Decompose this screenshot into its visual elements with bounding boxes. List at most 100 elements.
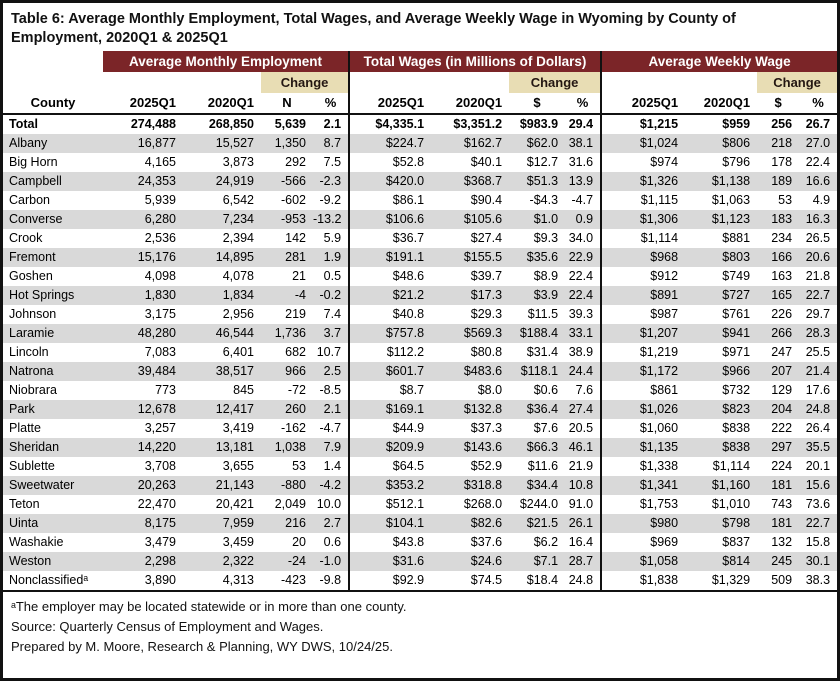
value-cell: $1,215 bbox=[600, 114, 686, 135]
value-cell: $3,351.2 bbox=[453, 117, 503, 132]
value-cell: 21,143 bbox=[183, 476, 261, 496]
value-cell: $353.2 bbox=[348, 476, 432, 496]
value-cell: 29.4 bbox=[568, 117, 594, 132]
value-cell: -72 bbox=[287, 383, 306, 398]
value-cell: 181 bbox=[757, 514, 800, 534]
value-cell: $1,060 bbox=[600, 419, 686, 439]
value-cell: $1,338 bbox=[600, 457, 686, 477]
value-cell: 0.5 bbox=[323, 269, 342, 284]
value-cell: 163 bbox=[771, 269, 793, 284]
value-cell: 0.9 bbox=[565, 210, 602, 230]
value-cell: $941 bbox=[685, 324, 758, 344]
value-cell: 1,830 bbox=[103, 286, 183, 306]
value-cell: $1,219 bbox=[600, 343, 686, 363]
change-label-total-wages: Change bbox=[509, 72, 602, 94]
value-cell: 1,834 bbox=[183, 286, 261, 306]
value-cell: 5,939 bbox=[144, 193, 176, 208]
value-cell: 13.9 bbox=[565, 172, 602, 192]
value-cell: $974 bbox=[600, 153, 686, 173]
county-row: Carbon 5,939 6,542 -602 -9.2 $86.1 $90.4 -$4.3-… bbox=[3, 191, 837, 211]
value-cell: 26.1 bbox=[565, 514, 602, 534]
value-cell: 773 bbox=[155, 383, 176, 398]
value-cell: $132.8 bbox=[431, 400, 510, 420]
value-cell: 16.6 bbox=[799, 172, 837, 192]
value-cell: 29.7 bbox=[805, 307, 831, 322]
value-cell: $43.8 bbox=[348, 533, 432, 553]
value-cell: 183 bbox=[757, 210, 800, 230]
value-cell: 7,083 bbox=[144, 345, 176, 360]
value-cell: 7.4 bbox=[323, 307, 342, 322]
value-cell: 14,895 bbox=[183, 248, 261, 268]
value-cell: 27.0 bbox=[799, 134, 837, 154]
value-cell: $727 bbox=[685, 286, 758, 306]
value-cell: 743 bbox=[771, 497, 793, 512]
value-cell: $143.6 bbox=[431, 438, 510, 458]
county-cell: Lincoln bbox=[9, 345, 49, 360]
value-cell: $1,123 bbox=[685, 210, 758, 230]
change-label-weekly-wage: Change bbox=[757, 72, 837, 94]
change-header-row: Change Change Change bbox=[3, 72, 837, 94]
value-cell: 142 bbox=[285, 231, 306, 246]
county-cell: Albany bbox=[3, 134, 103, 154]
value-cell: $1,010 bbox=[711, 497, 751, 512]
value-cell: 22.4 bbox=[805, 155, 831, 170]
value-cell: $112.2 bbox=[348, 343, 432, 363]
value-cell: $601.7 bbox=[348, 362, 432, 382]
value-cell: $17.3 bbox=[431, 286, 510, 306]
value-cell: $1,114 bbox=[600, 229, 686, 249]
column-header: $ bbox=[509, 93, 566, 116]
value-cell: $732 bbox=[722, 383, 751, 398]
value-cell: $1,024 bbox=[600, 134, 686, 154]
county-cell: Hot Springs bbox=[3, 286, 103, 306]
value-cell: $1,063 bbox=[711, 193, 751, 208]
value-cell: 4,078 bbox=[222, 269, 254, 284]
footnote-source: Source: Quarterly Census of Employment a… bbox=[11, 619, 324, 635]
value-cell: $1,341 bbox=[600, 476, 686, 496]
value-cell: 31.6 bbox=[568, 155, 594, 170]
value-cell: 5.9 bbox=[323, 231, 342, 246]
value-cell: $798 bbox=[685, 514, 758, 534]
value-cell: -$4.3 bbox=[529, 193, 559, 208]
value-cell: 8,175 bbox=[103, 514, 183, 534]
value-cell: $104.1 bbox=[348, 514, 432, 534]
value-cell: 25.5 bbox=[805, 345, 831, 360]
value-cell: 21.9 bbox=[568, 459, 594, 474]
value-cell: 266 bbox=[757, 324, 800, 344]
value-cell: $1,058 bbox=[600, 552, 686, 572]
value-cell: -9.2 bbox=[319, 193, 342, 208]
county-cell: Sheridan bbox=[3, 438, 103, 458]
value-cell: 53 bbox=[778, 193, 793, 208]
value-cell: -24 bbox=[261, 552, 313, 572]
value-cell: 28.7 bbox=[565, 552, 602, 572]
value-cell: 682 bbox=[285, 345, 306, 360]
value-cell: 3,175 bbox=[144, 307, 176, 322]
county-cell: Carbon bbox=[9, 193, 50, 208]
value-cell: $12.7 bbox=[526, 155, 559, 170]
value-cell: $31.6 bbox=[348, 552, 432, 572]
value-cell: $838 bbox=[685, 438, 758, 458]
value-cell: 39.3 bbox=[568, 307, 594, 322]
value-cell: 178 bbox=[771, 155, 793, 170]
change-spacer bbox=[103, 72, 261, 94]
value-cell: $1,115 bbox=[600, 191, 686, 211]
table-title: Table 6: Average Monthly Employment, Tot… bbox=[3, 3, 837, 51]
value-cell: $48.6 bbox=[348, 267, 432, 287]
value-cell: $105.6 bbox=[431, 210, 510, 230]
value-cell: 2,956 bbox=[222, 307, 254, 322]
value-cell: $21.5 bbox=[509, 514, 566, 534]
value-cell: $1,306 bbox=[600, 210, 686, 230]
value-cell: $881 bbox=[722, 231, 751, 246]
value-cell: 7,959 bbox=[183, 514, 261, 534]
value-cell: 218 bbox=[757, 134, 800, 154]
value-cell: 281 bbox=[261, 248, 313, 268]
value-cell: 245 bbox=[757, 552, 800, 572]
county-row: Platte 3,257 3,419 -162 -4.7 $44.9 $37.3 $7.6 20… bbox=[3, 419, 837, 439]
value-cell: $1,172 bbox=[600, 362, 686, 382]
value-cell: 222 bbox=[771, 421, 793, 436]
value-cell: 20 bbox=[292, 535, 306, 550]
value-cell: 38.1 bbox=[565, 134, 602, 154]
value-cell: 38,517 bbox=[183, 362, 261, 382]
value-cell: 2.1 bbox=[323, 117, 342, 132]
value-cell: $838 bbox=[722, 421, 751, 436]
value-cell: $64.5 bbox=[348, 457, 432, 477]
